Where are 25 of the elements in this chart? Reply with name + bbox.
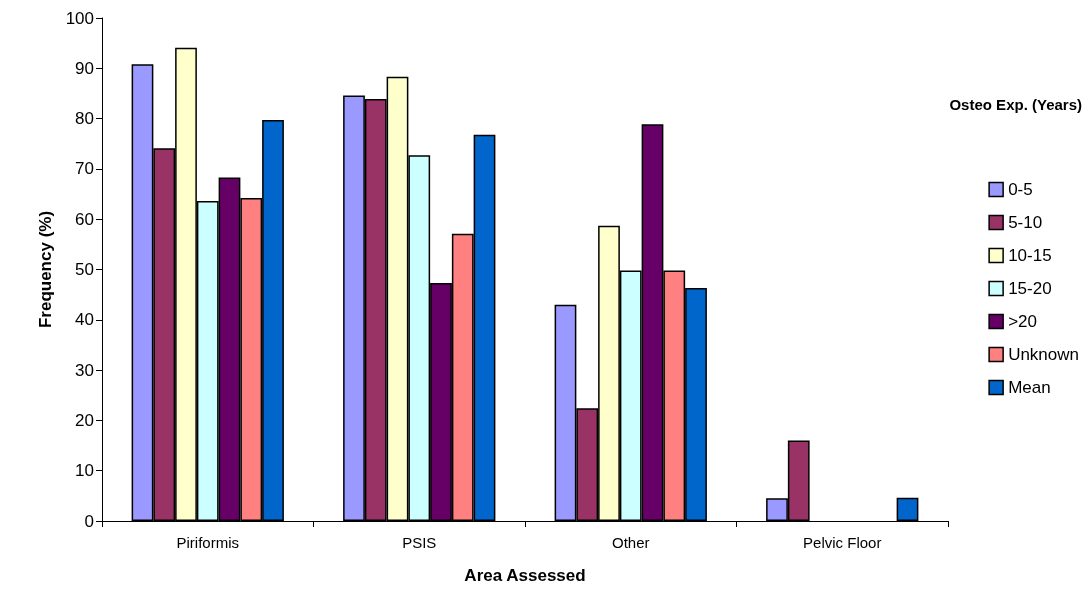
y-tick-label: 0	[84, 511, 94, 531]
y-tick-label: 80	[75, 109, 94, 129]
legend-label: 0-5	[1008, 180, 1033, 199]
y-tick-label: 10	[75, 461, 94, 481]
y-tick-label: 70	[75, 159, 94, 179]
y-tick-label: 90	[75, 58, 94, 78]
legend-label: 10-15	[1008, 246, 1052, 265]
y-axis-title: Frequency (%)	[36, 210, 55, 329]
y-tick-label: 100	[65, 8, 94, 28]
y-tick-label: 30	[75, 360, 94, 380]
legend-label: Unknown	[1008, 345, 1079, 364]
y-tick-label: 60	[75, 209, 94, 229]
x-tick-label: PSIS	[402, 534, 437, 551]
x-tick-label: Piriformis	[176, 534, 239, 551]
y-tick-label: 20	[75, 410, 94, 430]
legend-label: >20	[1008, 312, 1037, 331]
y-tick-label: 40	[75, 310, 94, 330]
x-axis-title: Area Assessed	[464, 566, 586, 585]
legend-label: 5-10	[1008, 213, 1043, 232]
legend-title: Osteo Exp. (Years)	[949, 96, 1083, 113]
x-tick-label: Other	[611, 534, 650, 551]
y-tick-label: 50	[75, 260, 94, 279]
legend-label: 15-20	[1008, 279, 1052, 298]
legend-label: Mean	[1008, 378, 1051, 397]
x-tick-label: Pelvic Floor	[803, 534, 882, 551]
